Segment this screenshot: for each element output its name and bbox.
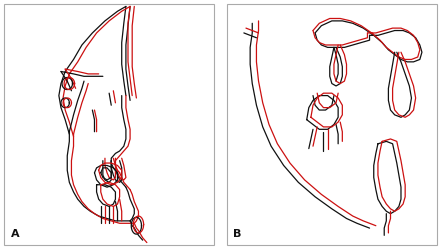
Text: B: B — [233, 228, 242, 238]
Text: A: A — [11, 228, 19, 238]
